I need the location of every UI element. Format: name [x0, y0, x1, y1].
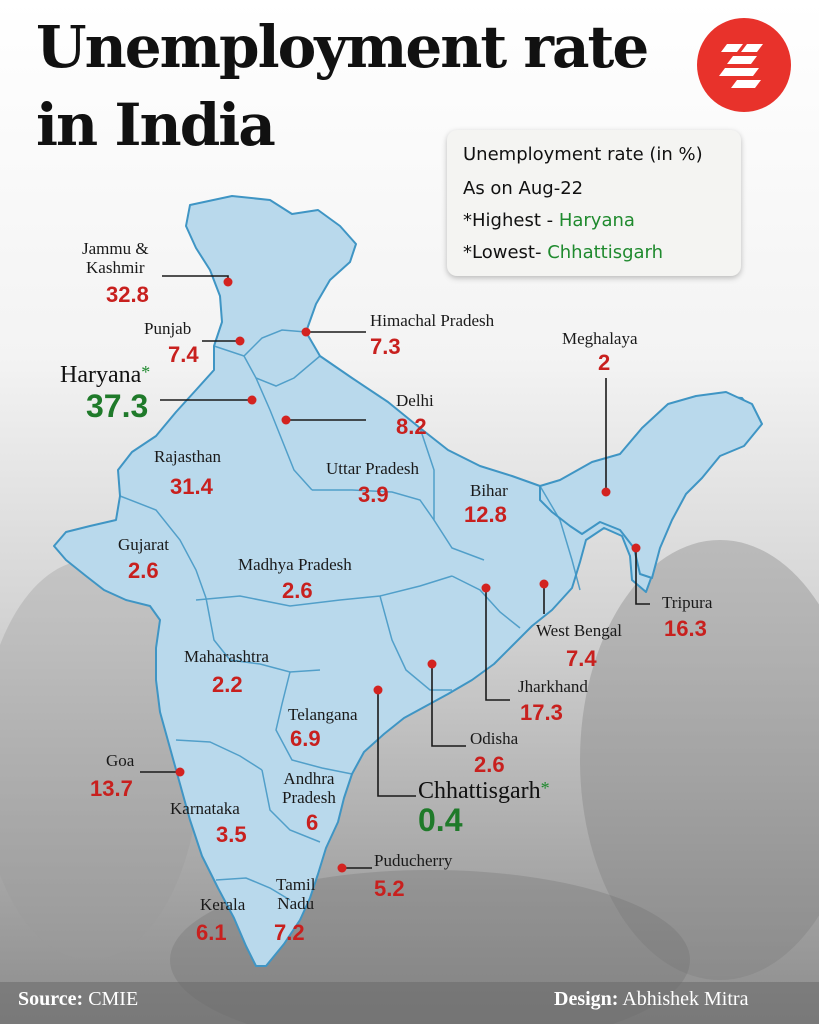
label-meghalaya: Meghalaya — [562, 329, 638, 348]
label-jharkhand: Jharkhand — [518, 677, 588, 696]
value-puducherry: 5.2 — [374, 876, 405, 901]
logo-mark-icon — [719, 44, 763, 88]
value-jammu-kashmir: 32.8 — [106, 282, 149, 307]
label-kerala: Kerala — [200, 895, 246, 914]
label-maharashtra: Maharashtra — [184, 647, 269, 666]
label-goa: Goa — [106, 751, 135, 770]
map-outline — [53, 195, 763, 967]
value-west-bengal: 7.4 — [566, 646, 597, 671]
label-tamil-nadu-line-2: Nadu — [277, 893, 315, 913]
value-tripura: 16.3 — [664, 616, 707, 641]
value-andhra-pradesh: 6 — [306, 810, 319, 835]
value-odisha: 2.6 — [474, 752, 505, 777]
northeast-shape — [539, 391, 763, 579]
legend-line-title: Unemployment rate (in %) — [463, 144, 703, 165]
legend-highest-prefix: *Highest - — [463, 210, 559, 231]
legend-highest-state: Haryana — [558, 210, 635, 231]
publisher-logo — [697, 18, 791, 112]
footer-design-value: Abhishek Mitra — [622, 988, 749, 1010]
legend-line-highest: *Highest - Haryana — [463, 210, 635, 231]
label-andhra-pradesh-line-2: Pradesh — [282, 787, 336, 807]
india-mainland-shape — [53, 195, 761, 967]
label-rajasthan: Rajasthan — [154, 447, 222, 466]
page-title-line-1: Unemployment rate — [36, 13, 649, 81]
label-jammu-kashmir-line-2: Kashmir — [86, 257, 145, 277]
label-delhi: Delhi — [396, 391, 434, 410]
label-telangana: Telangana — [288, 705, 358, 724]
label-west-bengal: West Bengal — [536, 621, 622, 640]
value-telangana: 6.9 — [290, 726, 321, 751]
label-madhya-pradesh: Madhya Pradesh — [238, 555, 352, 574]
value-meghalaya: 2 — [598, 350, 611, 375]
value-goa: 13.7 — [90, 776, 133, 801]
label-bihar: Bihar — [470, 481, 508, 500]
page-title-line-2: in India — [36, 91, 276, 159]
value-tamil-nadu: 7.2 — [274, 920, 305, 945]
leader-lines — [140, 275, 650, 869]
value-delhi: 8.2 — [396, 414, 427, 439]
footer-source-value: CMIE — [88, 988, 139, 1010]
value-punjab: 7.4 — [168, 342, 199, 367]
value-chhattisgarh: 0.4 — [418, 802, 463, 838]
footer-design: Design: Abhishek Mitra — [554, 988, 748, 1011]
label-jammu-kashmir-line-1: Jammu & — [82, 239, 149, 258]
label-uttar-pradesh: Uttar Pradesh — [326, 459, 420, 478]
value-madhya-pradesh: 2.6 — [282, 578, 313, 603]
location-dots — [175, 277, 641, 873]
value-bihar: 12.8 — [464, 502, 507, 527]
label-haryana-asterisk: * — [141, 362, 151, 382]
footer-source-label: Source: — [18, 988, 84, 1010]
value-rajasthan: 31.4 — [170, 474, 213, 499]
state-borders — [119, 329, 581, 901]
label-tripura: Tripura — [662, 593, 713, 612]
value-karnataka: 3.5 — [216, 822, 247, 847]
label-karnataka: Karnataka — [170, 799, 240, 818]
label-tamil-nadu: Tamil Nadu — [276, 875, 316, 913]
value-uttar-pradesh: 3.9 — [358, 482, 389, 507]
value-gujarat: 2.6 — [128, 558, 159, 583]
value-haryana: 37.3 — [86, 388, 149, 424]
legend-box: Unemployment rate (in %) As on Aug-22 *H… — [447, 130, 741, 276]
footer-band — [0, 982, 819, 1024]
value-himachal-pradesh: 7.3 — [370, 334, 401, 359]
label-chhattisgarh-asterisk: * — [540, 778, 550, 798]
label-chhattisgarh-text: Chhattisgarh — [418, 778, 541, 804]
label-haryana: Haryana* — [60, 362, 150, 389]
label-chhattisgarh: Chhattisgarh* — [418, 778, 550, 805]
label-jammu-kashmir: Jammu & Kashmir — [82, 239, 149, 277]
label-andhra-pradesh-line-1: Andhra — [283, 769, 335, 788]
value-kerala: 6.1 — [196, 920, 227, 945]
label-punjab: Punjab — [144, 319, 192, 338]
legend-line-date: As on Aug-22 — [463, 178, 584, 199]
legend-lowest-state: Chhattisgarh — [547, 242, 664, 263]
value-maharashtra: 2.2 — [212, 672, 243, 697]
legend-line-lowest: *Lowest- Chhattisgarh — [463, 242, 663, 263]
value-jharkhand: 17.3 — [520, 700, 563, 725]
label-himachal-pradesh: Himachal Pradesh — [370, 311, 495, 330]
label-tamil-nadu-line-1: Tamil — [276, 875, 316, 894]
label-haryana-text: Haryana — [60, 362, 142, 388]
footer-source: Source: CMIE — [18, 988, 138, 1011]
label-puducherry: Puducherry — [374, 851, 453, 870]
label-odisha: Odisha — [470, 729, 519, 748]
label-andhra-pradesh: Andhra Pradesh — [282, 769, 336, 807]
legend-lowest-prefix: *Lowest- — [463, 242, 548, 263]
label-gujarat: Gujarat — [118, 535, 169, 554]
footer-design-label: Design: — [554, 988, 619, 1010]
